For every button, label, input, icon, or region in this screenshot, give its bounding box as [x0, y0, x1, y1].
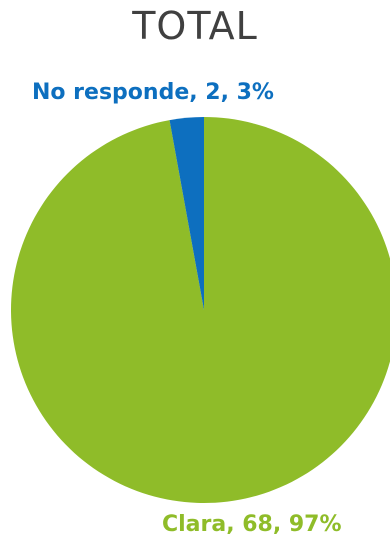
chart-title: TOTAL — [132, 4, 258, 48]
pie-slice-clara — [11, 117, 390, 503]
data-label-clara: Clara, 68, 97% — [162, 512, 342, 537]
data-label-no-responde: No responde, 2, 3% — [32, 80, 274, 105]
pie-slice-no-responde — [169, 117, 204, 310]
